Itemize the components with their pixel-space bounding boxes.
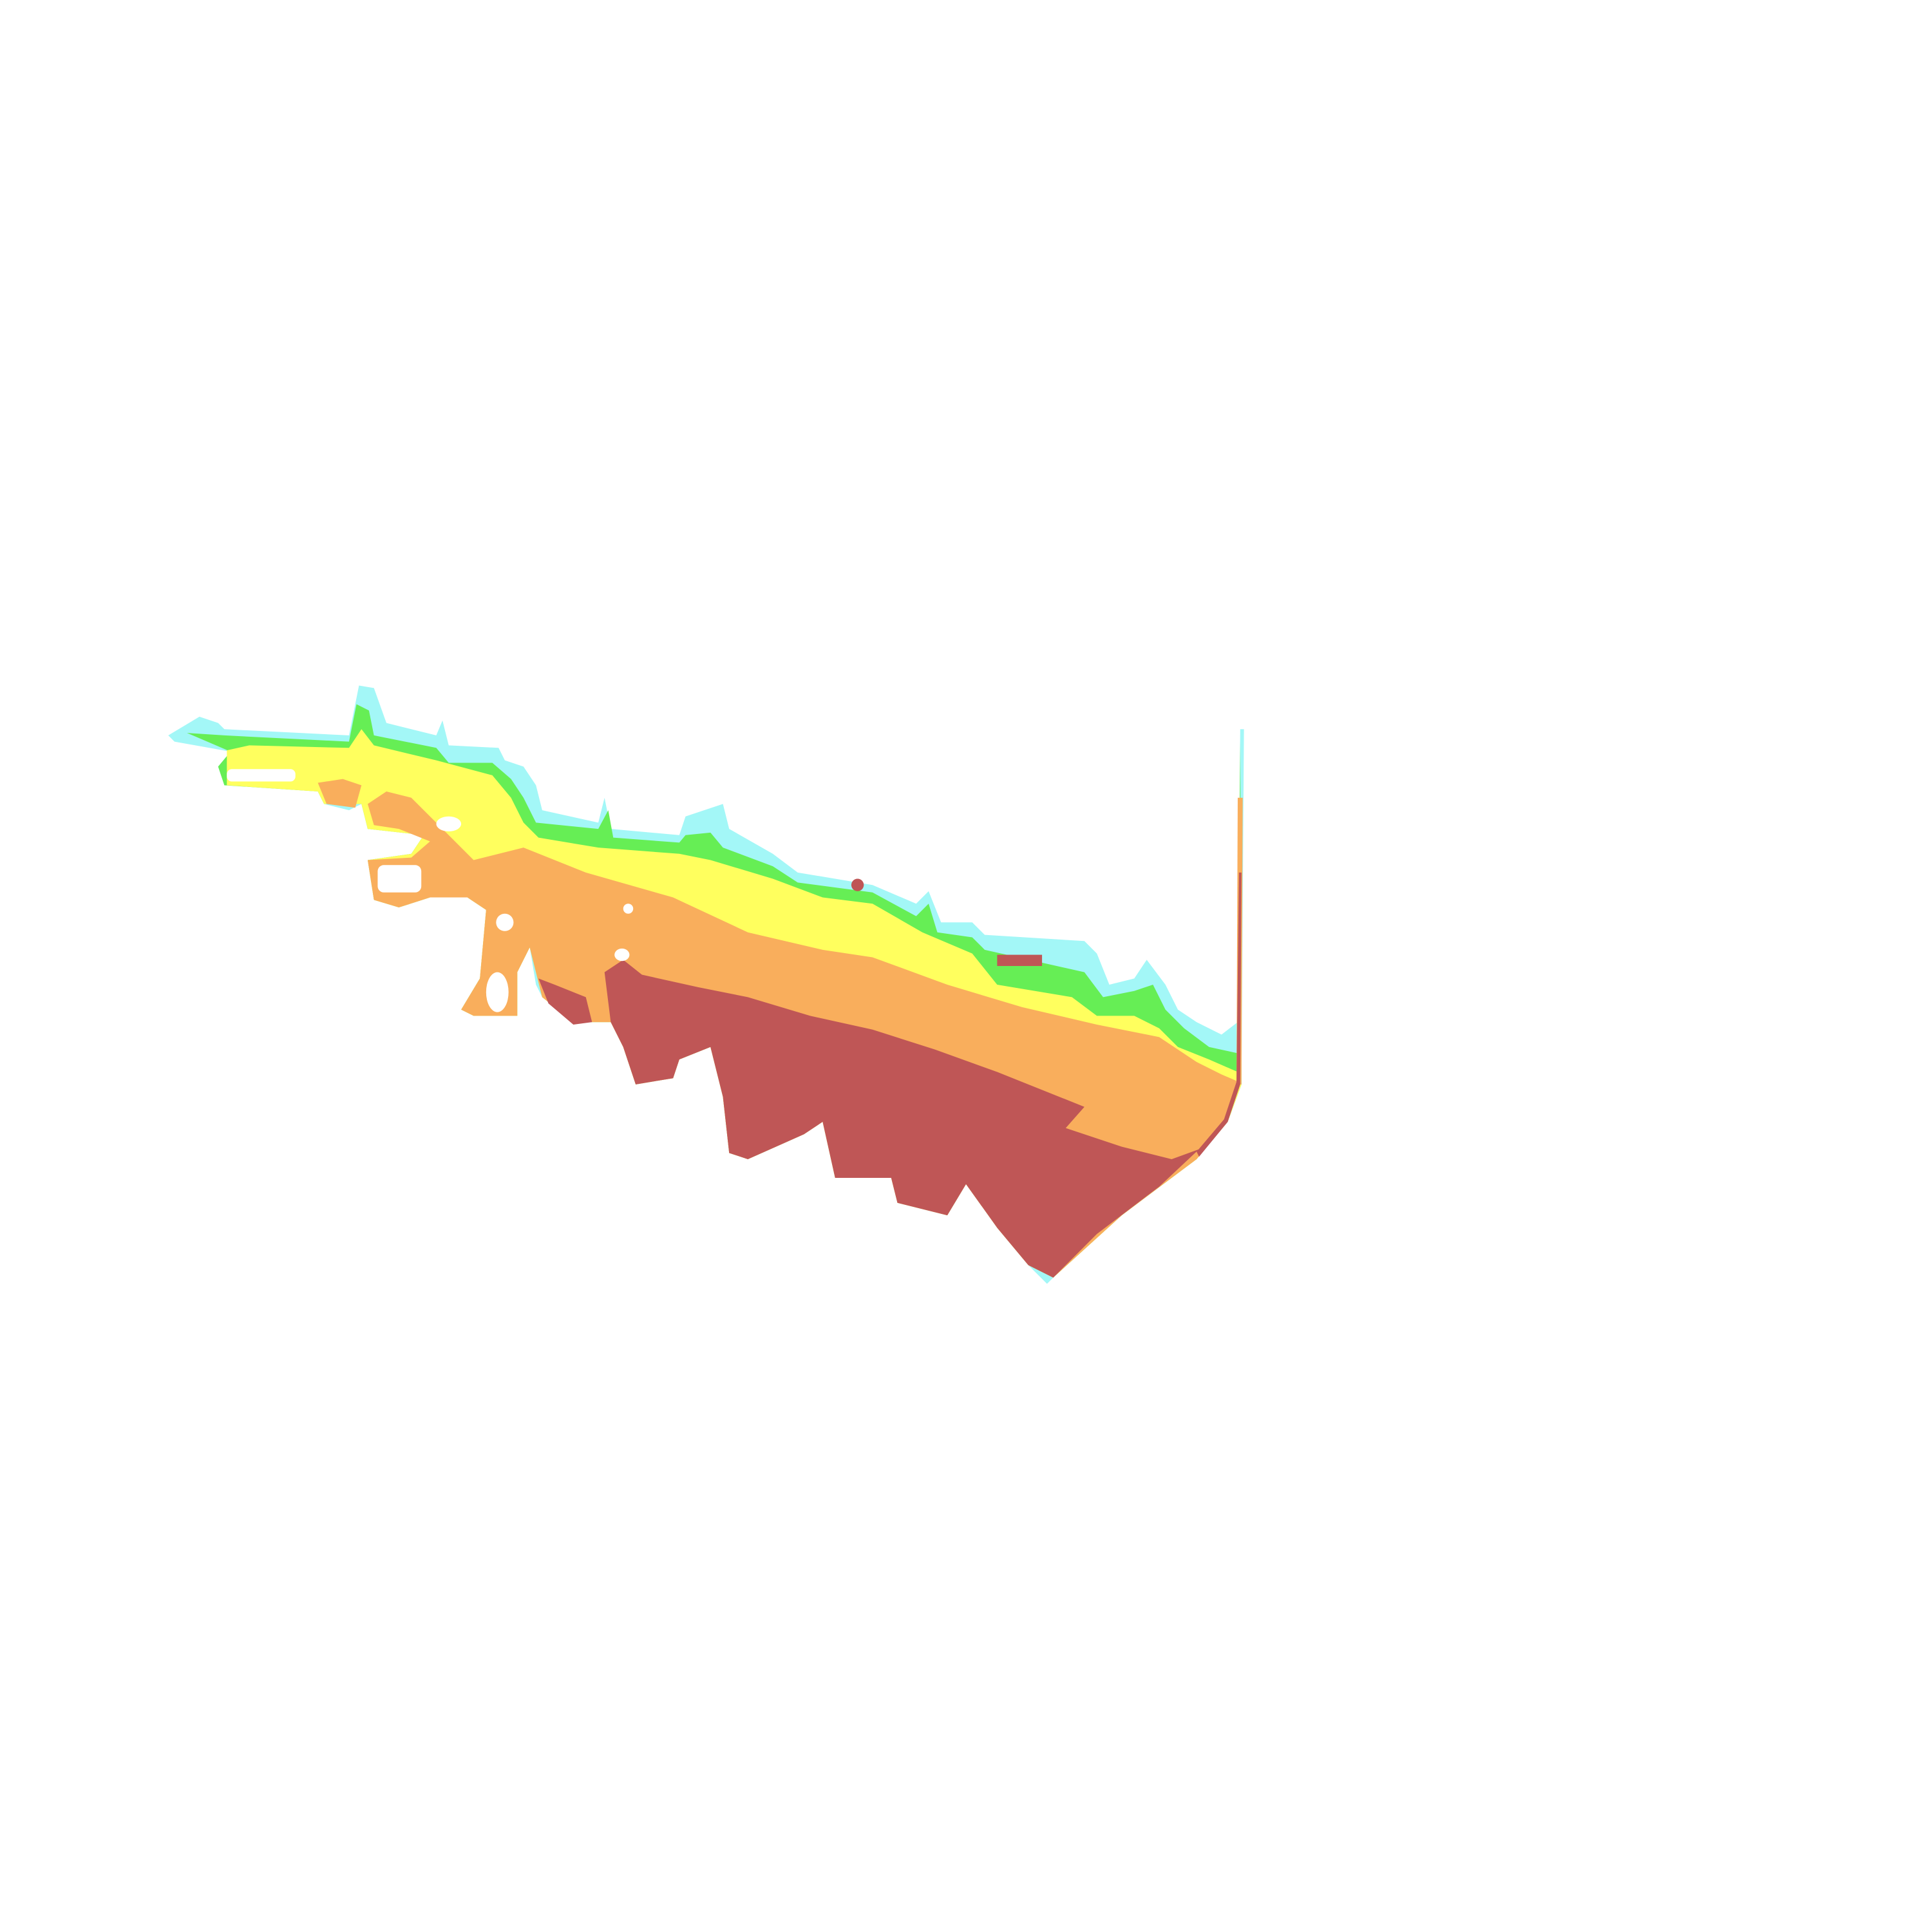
contour-band-red — [538, 872, 1242, 1278]
holes — [227, 769, 634, 1012]
hole — [614, 948, 630, 961]
hole — [496, 913, 514, 931]
red-region-left — [538, 978, 592, 1025]
red-spot-pair — [997, 954, 1043, 966]
hole — [623, 904, 634, 914]
red-region-main — [604, 960, 1199, 1278]
orange-blob-upper-left — [317, 779, 362, 808]
hole — [436, 816, 462, 831]
hole — [486, 972, 509, 1012]
red-spot — [851, 878, 864, 891]
hole — [377, 865, 422, 893]
hole — [227, 769, 296, 782]
